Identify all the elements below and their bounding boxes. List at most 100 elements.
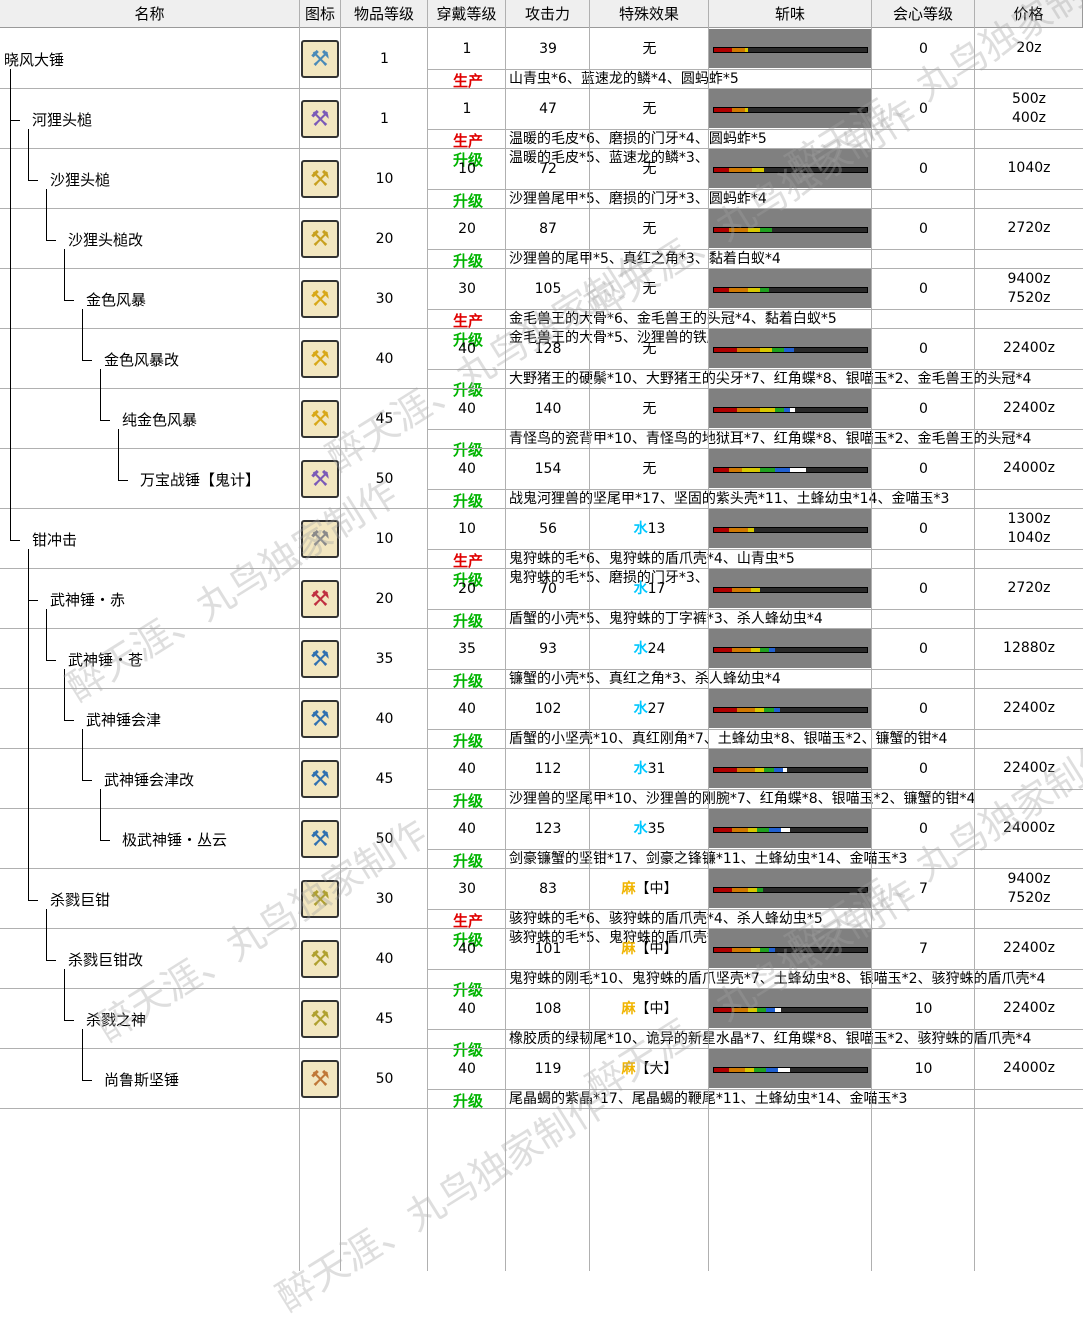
- sharpness-segment: [714, 948, 733, 952]
- special-effect: 水27: [590, 699, 709, 719]
- tree-branch: [46, 660, 56, 661]
- item-level: 1: [380, 111, 389, 127]
- sharpness-segment: [759, 348, 773, 352]
- price: 24000z: [975, 459, 1083, 478]
- sharpness-segment: [775, 408, 785, 412]
- material-list: 橡胶质的绿韧尾*10、诡异的新星水晶*7、红角蝶*8、银喵玉*2、骇狩蛛的盾爪壳…: [509, 1031, 1032, 1047]
- sharpness-segment: [736, 708, 756, 712]
- price-value: 22400z: [1003, 760, 1055, 776]
- sharpness-segment: [714, 528, 730, 532]
- hammer-icon: ⚒: [301, 280, 339, 318]
- sharpness-segment: [750, 588, 760, 592]
- tree-branch: [100, 840, 110, 841]
- header-1: 图标: [300, 0, 341, 28]
- wear-level: 10: [458, 521, 476, 537]
- upgrade-label: 升级: [452, 252, 483, 270]
- material-list: 金毛兽王的大骨*6、金毛兽王的头冠*4、黏着白蚁*5: [509, 311, 837, 327]
- price: 22400z: [975, 759, 1083, 778]
- sharpness-gauge: [709, 449, 872, 488]
- special-effect: 无: [642, 401, 657, 417]
- crit-level: 7: [919, 941, 928, 957]
- price: 2720z: [975, 579, 1083, 598]
- row-subdivider: [428, 1089, 1083, 1090]
- material-list: 温暖的毛皮*6、磨损的门牙*4、圆蚂蚱*5: [509, 131, 767, 147]
- produce-label: 生产: [452, 132, 483, 150]
- row-subdivider: [428, 669, 1083, 670]
- wear-level: 30: [458, 281, 476, 297]
- effect-value: 【大】: [635, 1061, 678, 1077]
- tree-branch: [46, 240, 56, 241]
- header-5: 特殊效果: [590, 0, 709, 28]
- attack-value: 87: [539, 221, 557, 237]
- crit-level: 0: [919, 401, 928, 417]
- sharpness-segment: [714, 588, 733, 592]
- row-subdivider: [428, 549, 1083, 550]
- sharpness-segment: [764, 708, 774, 712]
- material-list: 镰蟹的小壳*5、真红之角*3、杀人蜂幼虫*4: [509, 671, 781, 687]
- row-divider: [0, 268, 1083, 269]
- material-list: 青怪鸟的瓷背甲*10、青怪鸟的地狱耳*7、红角蝶*8、银喵玉*2、金毛兽王的头冠…: [509, 431, 1032, 447]
- wear-level: 40: [458, 821, 476, 837]
- header-4: 攻击力: [506, 0, 590, 28]
- sharpness-segment: [714, 288, 730, 292]
- item-level: 40: [375, 951, 394, 967]
- price-value: 12880z: [1003, 640, 1055, 656]
- crit-level: 10: [914, 1061, 933, 1077]
- weapon-name: 金色风暴改: [104, 351, 180, 369]
- crit-level: 0: [919, 461, 928, 477]
- tree-branch: [82, 1080, 92, 1081]
- row-divider: [0, 748, 1083, 749]
- upgrade-label: 升级: [452, 1092, 483, 1110]
- upgrade-label: 升级: [452, 672, 483, 690]
- column-divider: [340, 0, 341, 1271]
- wear-level: 35: [458, 641, 476, 657]
- sharpness-segment: [729, 228, 748, 232]
- wear-level: 40: [458, 461, 476, 477]
- sharpness-segment: [729, 468, 742, 472]
- item-level: 45: [375, 771, 394, 787]
- sharpness-bar: [713, 47, 868, 53]
- price: 2720z: [975, 219, 1083, 238]
- sharpness-segment: [732, 108, 745, 112]
- material-list: 温暖的毛皮*5、蓝速龙的鳞*3、圆蚂蚱*4: [509, 150, 767, 166]
- crit-level: 0: [919, 581, 928, 597]
- effect-value: 27: [647, 701, 666, 717]
- effect-value: 13: [647, 521, 666, 537]
- hammer-icon: ⚒: [301, 220, 339, 258]
- sharpness-segment: [714, 408, 737, 412]
- price-value: 22400z: [1003, 400, 1055, 416]
- sharpness-gauge: [709, 629, 872, 668]
- hammer-icon: ⚒: [301, 820, 339, 858]
- item-level: 10: [375, 531, 394, 547]
- item-level: 30: [375, 891, 394, 907]
- material-list: 沙狸兽的尾甲*5、真红之角*3、黏着白蚁*4: [509, 251, 781, 267]
- special-effect: 无: [642, 341, 657, 357]
- sharpness-segment: [729, 168, 753, 172]
- tree-line: [28, 129, 29, 180]
- item-level: 50: [375, 1071, 394, 1087]
- sharpness-segment: [769, 648, 776, 652]
- sharpness-segment: [775, 468, 791, 472]
- row-divider: [0, 868, 1083, 869]
- wear-level: 40: [458, 941, 476, 957]
- price-value: 22400z: [1003, 700, 1055, 716]
- effect-value: 【中】: [635, 881, 678, 897]
- sharpness-segment: [714, 888, 733, 892]
- row-divider: [0, 448, 1083, 449]
- hammer-icon: ⚒: [301, 940, 339, 978]
- wear-level: 40: [458, 341, 476, 357]
- water-element-label: 水: [633, 821, 648, 837]
- weapon-row: 杀戮巨钳改 ⚒ 40 40 101 麻【中】 7 22400z 升级 鬼狩蛛的刚毛*10、鬼狩蛛的…: [0, 929, 1083, 999]
- price-value: 1040z: [1007, 160, 1051, 176]
- sharpness-bar: [713, 587, 868, 593]
- sharpness-segment: [714, 228, 730, 232]
- sharpness-gauge: [709, 809, 872, 848]
- column-divider: [974, 0, 975, 1271]
- special-effect: 无: [642, 461, 657, 477]
- price: 22400z: [975, 339, 1083, 358]
- tree-line: [82, 309, 83, 360]
- attack-value: 112: [534, 761, 562, 777]
- sharpness-segment: [714, 768, 737, 772]
- special-effect: 水31: [590, 759, 709, 779]
- attack-value: 128: [534, 341, 562, 357]
